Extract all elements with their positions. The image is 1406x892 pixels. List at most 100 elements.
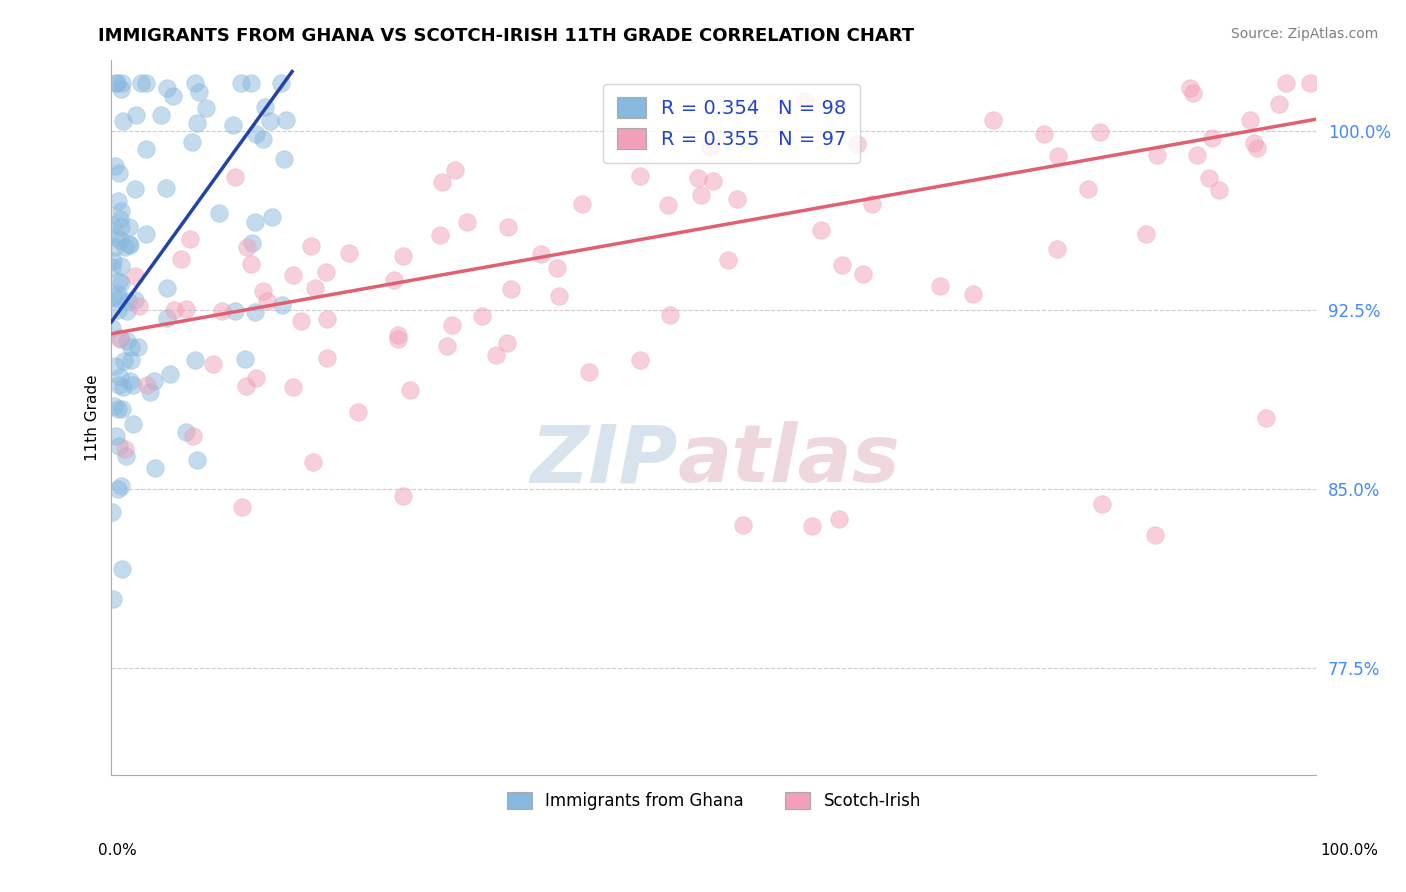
Point [135,142,157,156]
Point [163,302,186,317]
Point [115,304,138,318]
Point [107,482,129,496]
Point [270,77,292,91]
Point [108,211,131,226]
Point [1256,410,1278,425]
Point [117,293,139,308]
Point [717,253,740,268]
Point [1299,77,1322,91]
Text: IMMIGRANTS FROM GHANA VS SCOTCH-IRISH 11TH GRADE CORRELATION CHART: IMMIGRANTS FROM GHANA VS SCOTCH-IRISH 11… [98,27,914,45]
Point [122,417,145,431]
Point [699,140,721,154]
Point [107,439,129,453]
Point [828,512,851,526]
Point [111,380,134,394]
Point [104,159,127,173]
Point [240,77,263,91]
Point [181,135,204,149]
Legend: Immigrants from Ghana, Scotch-Irish: Immigrants from Ghana, Scotch-Irish [501,785,928,816]
Point [443,163,465,178]
Point [156,81,179,95]
Point [207,205,229,219]
Point [236,239,259,253]
Point [315,351,337,365]
Point [162,88,184,103]
Point [928,279,950,293]
Point [139,384,162,399]
Point [794,94,817,108]
Point [224,169,246,184]
Point [108,166,131,180]
Point [107,401,129,416]
Point [495,336,517,351]
Point [110,276,132,290]
Point [686,171,709,186]
Point [121,352,143,367]
Point [117,220,139,235]
Point [387,327,409,342]
Point [110,260,132,274]
Point [501,282,523,296]
Point [121,378,143,392]
Point [382,273,405,287]
Point [118,236,141,251]
Point [135,377,157,392]
Point [530,247,553,261]
Point [1144,528,1167,542]
Point [1208,183,1230,197]
Point [290,313,312,327]
Point [150,108,173,122]
Point [108,370,131,384]
Point [301,455,323,469]
Point [128,299,150,313]
Y-axis label: 11th Grade: 11th Grade [86,374,100,460]
Point [392,489,415,503]
Point [337,246,360,260]
Point [135,77,157,91]
Point [274,113,297,128]
Point [657,198,679,212]
Point [176,425,198,439]
Point [256,293,278,308]
Point [156,311,179,326]
Point [114,442,136,456]
Point [114,240,136,254]
Point [101,253,124,268]
Point [1243,136,1265,150]
Point [392,249,415,263]
Point [430,175,453,189]
Point [1135,227,1157,241]
Point [315,265,337,279]
Point [852,268,875,282]
Point [103,289,125,303]
Point [108,274,131,288]
Point [135,227,157,241]
Point [304,280,326,294]
Point [104,230,127,244]
Point [253,100,276,114]
Point [105,77,128,91]
Point [240,257,263,271]
Point [110,82,132,96]
Point [245,371,267,385]
Point [1146,148,1168,162]
Point [108,378,131,392]
Point [1185,148,1208,162]
Point [831,258,853,272]
Point [578,365,600,379]
Text: 100.0%: 100.0% [1320,843,1378,858]
Point [188,85,211,99]
Point [104,359,127,373]
Point [846,137,869,152]
Point [260,210,283,224]
Point [436,339,458,353]
Point [111,77,134,91]
Text: ZIP: ZIP [530,421,678,500]
Point [800,518,823,533]
Point [120,340,142,354]
Point [115,449,138,463]
Point [125,108,148,122]
Point [316,311,339,326]
Point [1178,80,1201,95]
Point [183,352,205,367]
